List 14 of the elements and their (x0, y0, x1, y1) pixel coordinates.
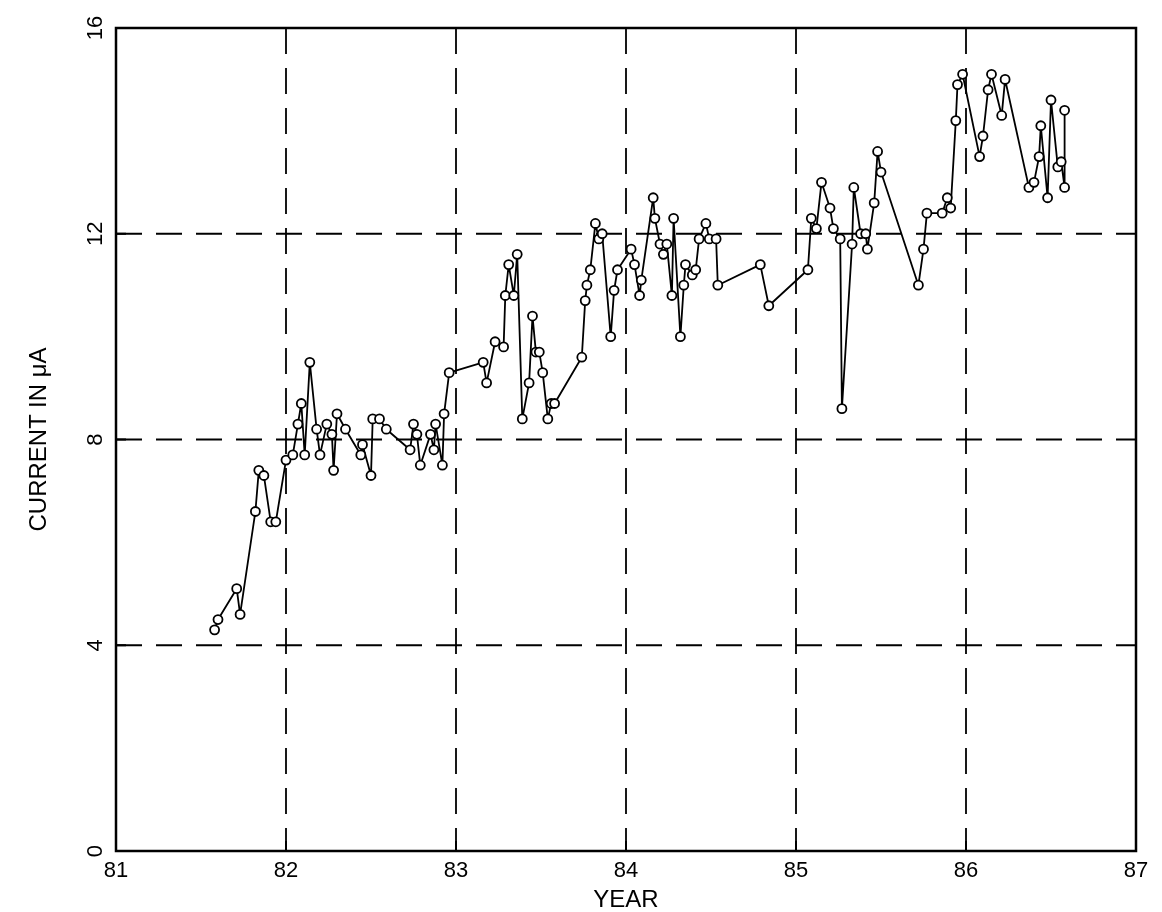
y-tick-label: 16 (82, 15, 107, 41)
y-tick-label: 8 (82, 433, 107, 446)
x-tick-label: 83 (443, 857, 469, 882)
x-tick-label: 81 (103, 857, 129, 882)
y-tick-label: 4 (82, 639, 107, 652)
x-tick-label: 84 (613, 857, 639, 882)
x-tick-label: 86 (953, 857, 979, 882)
x-tick-label: 82 (273, 857, 299, 882)
x-tick-label: 87 (1123, 857, 1149, 882)
y-tick-label: 12 (82, 221, 107, 246)
y-tick-label: 0 (82, 844, 107, 858)
x-tick-label: 85 (783, 857, 809, 882)
y-axis-title: CURRENT IN μA (24, 347, 51, 532)
x-axis-title: YEAR (593, 885, 659, 912)
